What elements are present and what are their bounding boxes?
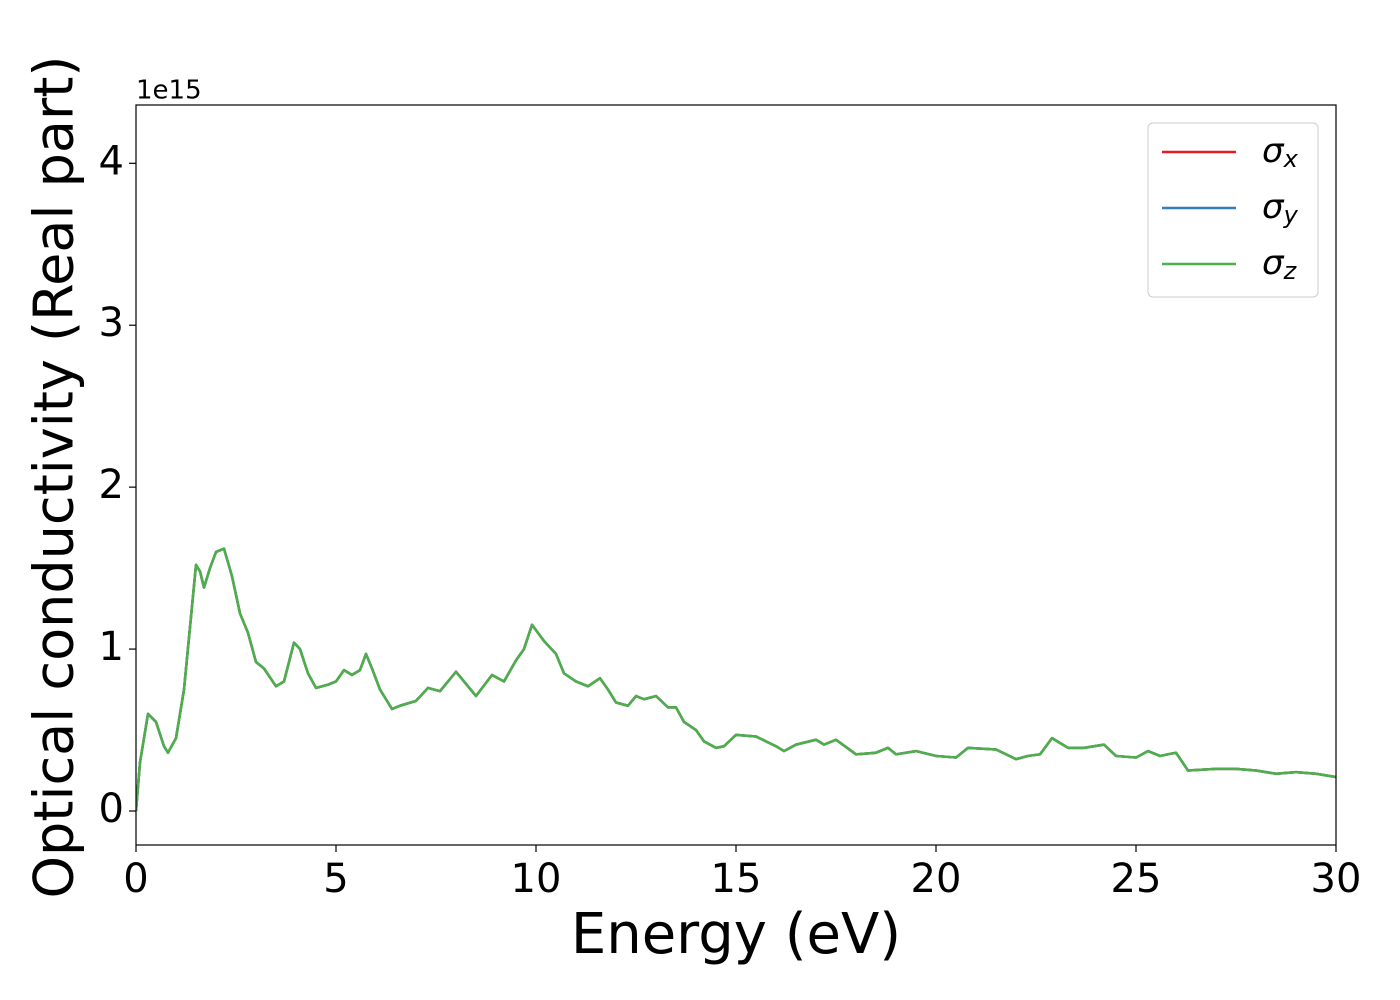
y-tick-label: 3 — [99, 300, 124, 346]
data-line — [136, 547, 1336, 812]
y-tick-label: 1 — [99, 624, 124, 670]
x-tick-label: 5 — [323, 856, 348, 902]
x-tick-label: 20 — [911, 856, 962, 902]
y-tick-label: 2 — [99, 462, 124, 508]
x-tick-label: 30 — [1311, 856, 1362, 902]
y-offset-label: 1e15 — [136, 76, 202, 106]
legend-label: σy — [1262, 187, 1299, 230]
legend-label: σx — [1262, 131, 1299, 174]
x-axis-label: Energy (eV) — [571, 902, 901, 967]
y-tick-label: 0 — [99, 786, 124, 832]
x-tick-label: 15 — [711, 856, 762, 902]
data-line — [136, 547, 1336, 812]
legend-label: σz — [1262, 243, 1298, 286]
plot-frame — [135, 104, 1337, 846]
y-tick-label: 4 — [99, 138, 124, 184]
x-tick-label: 10 — [511, 856, 562, 902]
y-axis-label: Optical conductivity (Real part) — [23, 56, 86, 899]
data-line — [136, 547, 1336, 812]
x-tick-label: 0 — [123, 856, 148, 902]
legend-box — [1147, 122, 1319, 298]
x-tick-label: 25 — [1111, 856, 1162, 902]
